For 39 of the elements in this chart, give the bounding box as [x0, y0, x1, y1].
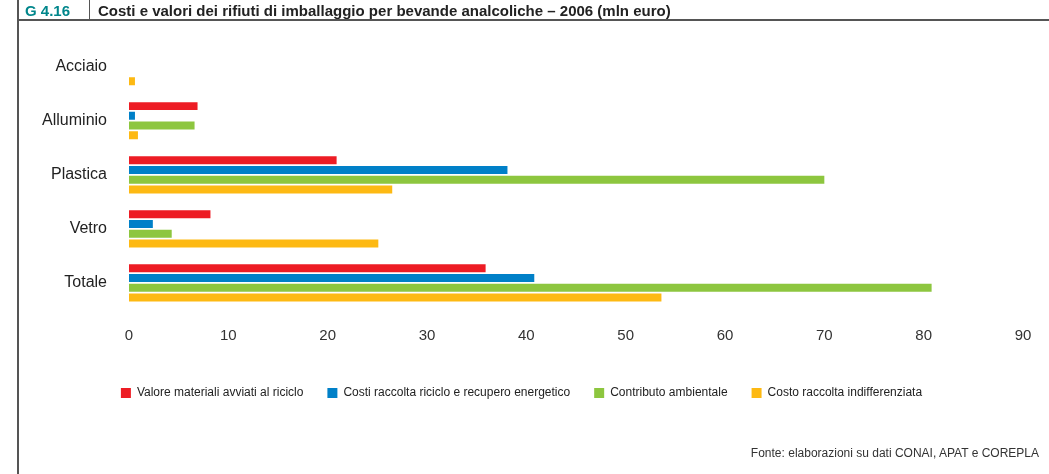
source-note: Fonte: elaborazioni su dati CONAI, APAT e COREPLA: [750, 446, 1039, 460]
x-tick-label: 50: [617, 326, 635, 344]
bar: [129, 131, 138, 140]
bar: [129, 239, 379, 248]
y-tick-label: Plastica: [50, 165, 108, 183]
bar: [129, 121, 195, 130]
bar: [129, 111, 135, 120]
x-tick-label: 70: [815, 326, 833, 344]
y-tick-label: Vetro: [69, 219, 108, 237]
bar: [129, 77, 135, 86]
x-tick-label: 10: [219, 326, 237, 344]
bar: [129, 293, 662, 302]
y-tick-label: Acciaio: [55, 57, 108, 75]
bar: [129, 175, 825, 184]
x-tick-label: 80: [915, 326, 933, 344]
x-tick-label: 90: [1014, 326, 1032, 344]
bar: [129, 156, 337, 165]
legend-label: Contributo ambientale: [610, 385, 728, 400]
x-tick-label: 20: [319, 326, 337, 344]
bar: [129, 264, 486, 273]
bar: [129, 283, 932, 292]
x-tick-label: 40: [517, 326, 535, 344]
legend-label: Costi raccolta riciclo e recupero energetico: [343, 385, 571, 400]
bar: [129, 220, 153, 228]
bar: [129, 274, 535, 283]
text: G 4.16: [25, 2, 71, 19]
bar: [129, 229, 172, 238]
bar: [129, 102, 198, 111]
y-tick-label: Alluminio: [42, 111, 108, 129]
x-tick-label: 0: [124, 326, 134, 344]
chart-title: Costi e valori dei rifiuti di imballaggio per bevande analcoliche – 2006 (mln euro): [98, 2, 671, 19]
x-tick-label: 60: [716, 326, 734, 344]
legend-label: Costo raccolta indifferenziata: [767, 385, 923, 400]
bar: [129, 185, 393, 194]
bar: [129, 165, 508, 174]
legend-label: Valore materiali avviati al riciclo: [136, 385, 304, 400]
y-tick-label: Totale: [64, 273, 108, 291]
x-tick-label: 30: [418, 326, 436, 344]
bar: [129, 210, 211, 219]
